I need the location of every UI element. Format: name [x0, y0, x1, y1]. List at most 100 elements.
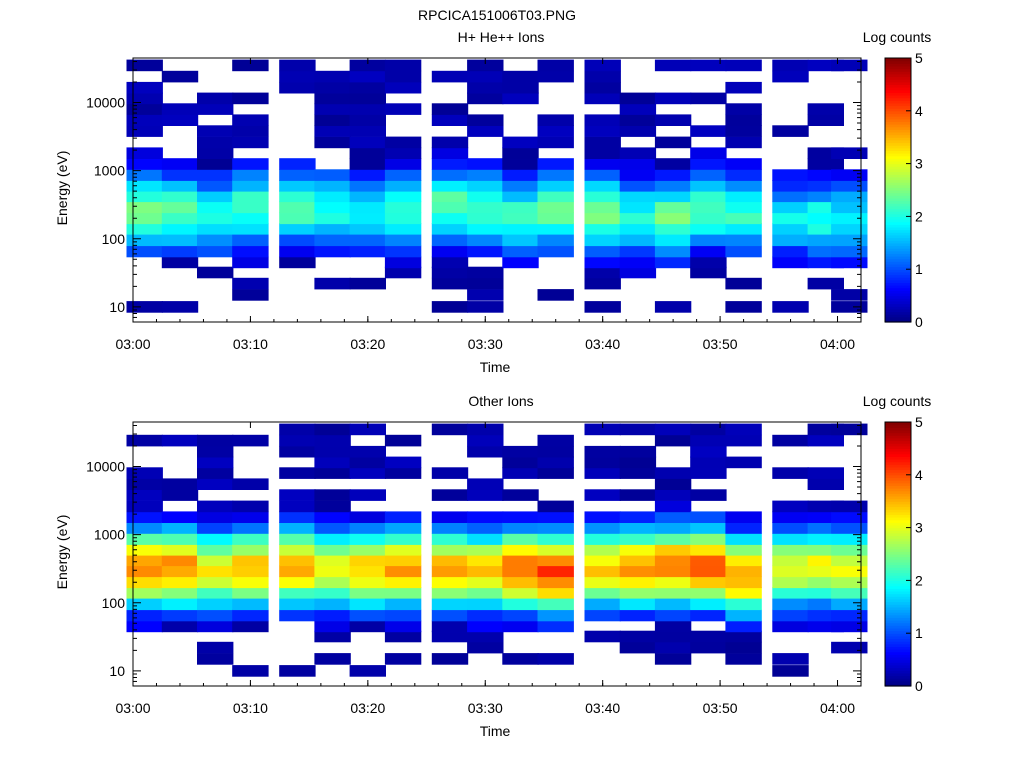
heatmap-cell [314, 223, 351, 235]
colorbar-swatch [885, 211, 911, 215]
heatmap-cell [161, 256, 199, 269]
heatmap-cell [690, 423, 727, 436]
heatmap-cell [584, 533, 621, 545]
heatmap-cell [161, 158, 199, 170]
heatmap-cell [314, 434, 351, 447]
heatmap-cell [619, 147, 657, 159]
heatmap-cell [502, 201, 539, 214]
heatmap-cell [772, 500, 809, 513]
heatmap-cell [584, 190, 621, 203]
colorbar-swatch [885, 556, 911, 560]
heatmap-cell [126, 587, 163, 599]
heatmap-cell [807, 434, 844, 447]
heatmap-cell [349, 511, 386, 523]
x-axis-label: Time [480, 359, 511, 375]
heatmap-cell [584, 554, 621, 567]
heatmap-cell [467, 125, 504, 137]
x-tick-label: 03:40 [585, 700, 620, 716]
y-tick-label: 1000 [94, 163, 125, 179]
heatmap-cell [831, 245, 868, 258]
colorbar-swatch [885, 245, 911, 249]
heatmap-cell [349, 522, 386, 534]
heatmap-cell [279, 59, 316, 72]
heatmap-cell [654, 489, 692, 501]
heatmap-cell [197, 456, 234, 469]
heatmap-cell [725, 158, 762, 170]
colorbar-swatch [885, 664, 911, 669]
heatmap-cell [807, 114, 844, 126]
heatmap-cell [314, 136, 351, 149]
heatmap-cell [384, 653, 422, 665]
heatmap-cell [279, 190, 316, 203]
colorbar-swatch [885, 71, 911, 75]
colorbar-swatch [885, 620, 911, 624]
heatmap-cell [384, 533, 422, 545]
heatmap-cell [619, 190, 657, 203]
heatmap-cell [619, 554, 657, 567]
colorbar-swatch [885, 517, 911, 521]
heatmap-cell [502, 587, 539, 599]
heatmap-cell [126, 212, 163, 225]
colorbar-swatch [885, 635, 911, 640]
heatmap-cell [690, 158, 727, 170]
heatmap-cell [502, 544, 539, 556]
heatmap-cell [467, 180, 504, 192]
heatmap-cell [831, 609, 868, 622]
colorbar-swatch [885, 87, 911, 91]
heatmap-cell [725, 136, 762, 149]
colorbar-swatch [885, 680, 911, 684]
plot-frame [132, 57, 862, 323]
heatmap-cell [232, 554, 269, 567]
heatmap-cell [431, 212, 469, 225]
colorbar-swatch [885, 662, 911, 666]
colorbar-swatch [885, 575, 911, 579]
colorbar-swatch [885, 524, 911, 529]
heatmap-cell [126, 598, 163, 611]
heatmap-cell [197, 587, 234, 599]
colorbar-swatch [885, 179, 911, 183]
heatmap-cell [467, 301, 504, 313]
colorbar-swatch [885, 561, 911, 566]
heatmap-cell [654, 467, 692, 479]
heatmap-cell [619, 125, 657, 137]
heatmap-cell [314, 576, 351, 589]
heatmap-cell [467, 59, 504, 72]
heatmap-cell [279, 511, 316, 523]
colorbar-swatch [885, 440, 911, 444]
colorbar-swatch [885, 97, 911, 101]
heatmap-cell [502, 533, 539, 545]
heatmap-cell [314, 630, 351, 643]
colorbar-swatch [885, 145, 911, 149]
heatmap-cell [807, 212, 844, 225]
colorbar-swatch [885, 147, 911, 151]
heatmap-cell [807, 169, 844, 181]
heatmap-cell [619, 114, 657, 126]
x-tick-label: 03:00 [115, 336, 150, 352]
heatmap-cell [807, 522, 844, 534]
colorbar-swatch [885, 443, 911, 447]
heatmap-cell [584, 511, 621, 523]
heatmap-cell [502, 576, 539, 589]
heatmap-cell [232, 114, 269, 126]
colorbar-swatch [885, 258, 911, 262]
heatmap-cell [537, 289, 574, 301]
heatmap-cell [537, 554, 574, 567]
heatmap-cell [619, 201, 657, 214]
heatmap-cell [467, 533, 504, 545]
colorbar-swatch [885, 614, 911, 618]
heatmap-cell [584, 489, 621, 501]
heatmap-cell [279, 445, 316, 458]
heatmap-cell [502, 223, 539, 235]
heatmap-cell [654, 256, 692, 269]
colorbar-swatch [885, 593, 911, 597]
heatmap-cell [584, 256, 621, 269]
colorbar-swatch [885, 256, 911, 260]
heatmap-cell [772, 576, 809, 589]
heatmap-cell [431, 533, 469, 545]
heatmap-cell [690, 489, 727, 501]
heatmap-cell [279, 489, 316, 501]
heatmap-cell [690, 125, 727, 137]
colorbar-swatch [885, 633, 911, 637]
heatmap-cell [431, 653, 469, 665]
heatmap-cell [197, 609, 234, 622]
